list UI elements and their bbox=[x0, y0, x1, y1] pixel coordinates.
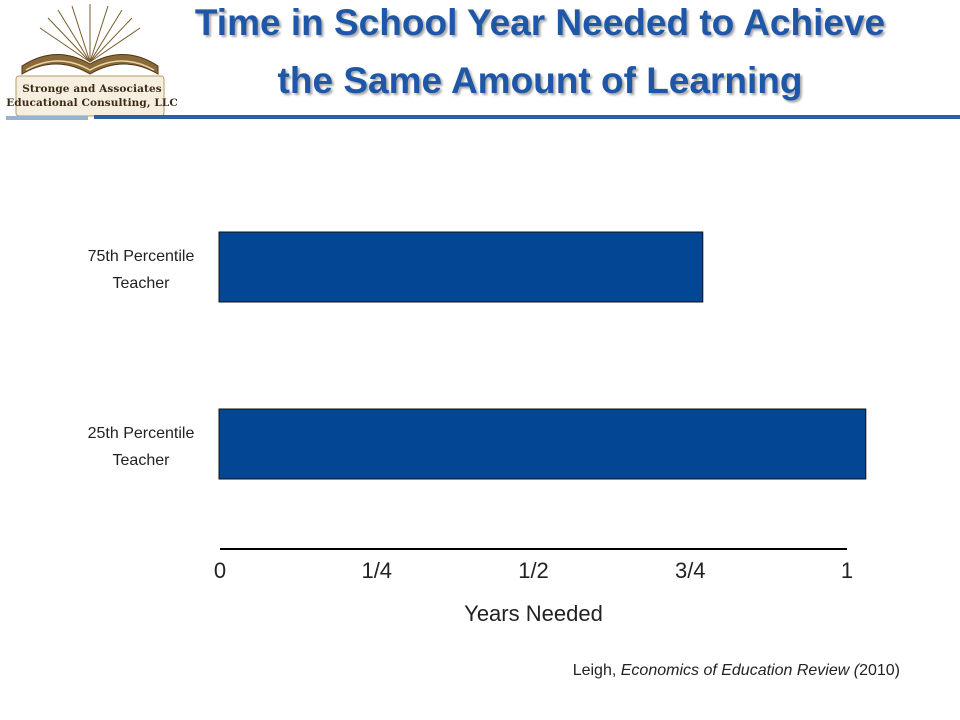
category-label-2-line-2: Teacher bbox=[113, 452, 171, 469]
citation: Leigh, Economics of Education Review (20… bbox=[573, 662, 900, 680]
x-tick-label-3: 1/2 bbox=[518, 558, 549, 583]
header-divider bbox=[94, 115, 960, 119]
citation-year: 2010) bbox=[859, 662, 900, 679]
x-tick-label-4: 3/4 bbox=[675, 558, 706, 583]
citation-author: Leigh, bbox=[572, 662, 621, 679]
logo-line-1: Stronge and Associates bbox=[22, 83, 162, 95]
header-divider-short bbox=[6, 116, 88, 120]
category-label-1-line-2: Teacher bbox=[113, 275, 171, 292]
slide-title-line-1: Time in School Year Needed to Achieve bbox=[194, 2, 886, 43]
open-book-icon bbox=[15, 4, 165, 117]
logo-line-2: Educational Consulting, LLC bbox=[6, 97, 178, 109]
x-axis-title: Years Needed bbox=[464, 601, 603, 626]
category-label-2-line-1: 25th Percentile bbox=[88, 425, 195, 442]
bar-2 bbox=[218, 408, 867, 480]
company-logo: Stronge and Associates Educational Consu… bbox=[0, 0, 180, 122]
citation-journal: Economics of Education Review ( bbox=[620, 662, 860, 679]
slide-title-line-2: the Same Amount of Learning bbox=[277, 60, 803, 101]
bar-1 bbox=[218, 231, 704, 303]
x-tick-label-5: 1 bbox=[841, 558, 853, 583]
category-label-1-line-1: 75th Percentile bbox=[88, 248, 195, 265]
x-tick-label-2: 1/4 bbox=[361, 558, 392, 583]
x-tick-label-1: 0 bbox=[214, 558, 226, 583]
